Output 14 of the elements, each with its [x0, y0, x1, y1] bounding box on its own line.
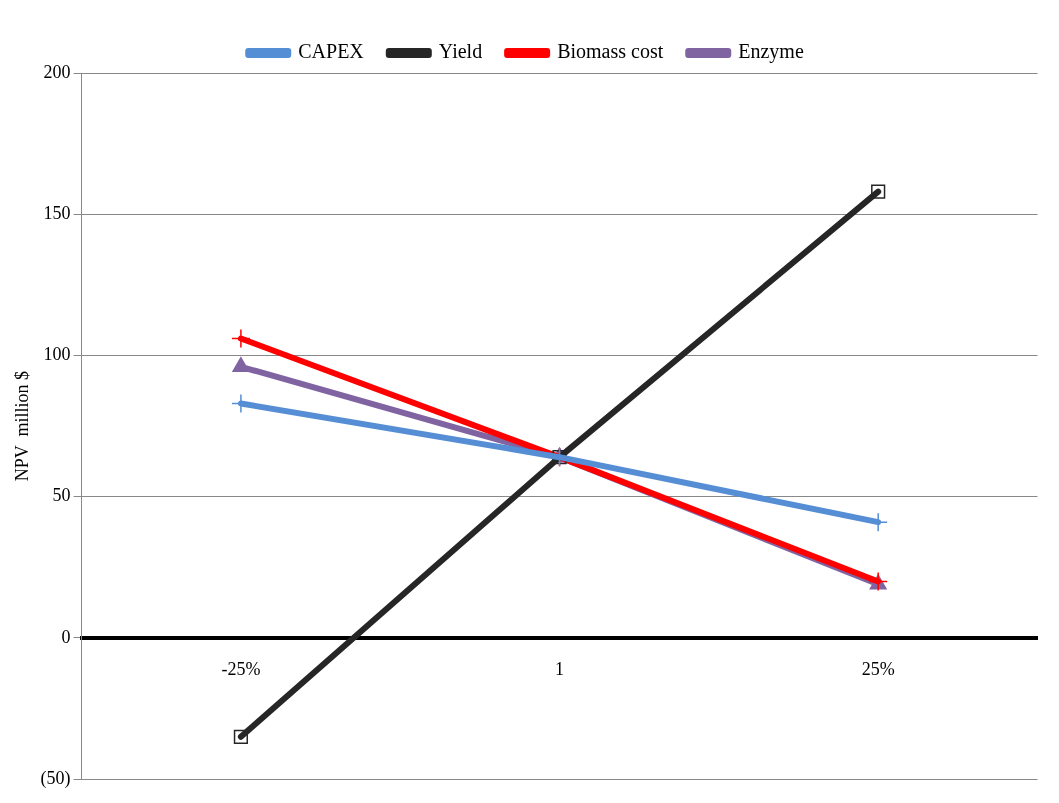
y-axis-title: NPV million $ [11, 371, 32, 482]
legend-label: Enzyme [738, 40, 804, 64]
x-tick-label: 25% [861, 659, 895, 680]
x-tick-label: 1 [555, 659, 565, 680]
y-tick-label: 50 [52, 485, 71, 506]
y-tick-label: 0 [61, 626, 71, 647]
y-tick-label: 150 [43, 202, 71, 223]
y-tick-label: 100 [43, 344, 71, 365]
x-tick-label: -25% [221, 659, 261, 680]
legend-label: Biomass cost [557, 40, 664, 63]
y-tick-label: (50) [40, 767, 71, 789]
legend-label: CAPEX [298, 40, 365, 63]
y-tick-label: 200 [43, 61, 71, 82]
legend-label: Yield [438, 40, 483, 63]
